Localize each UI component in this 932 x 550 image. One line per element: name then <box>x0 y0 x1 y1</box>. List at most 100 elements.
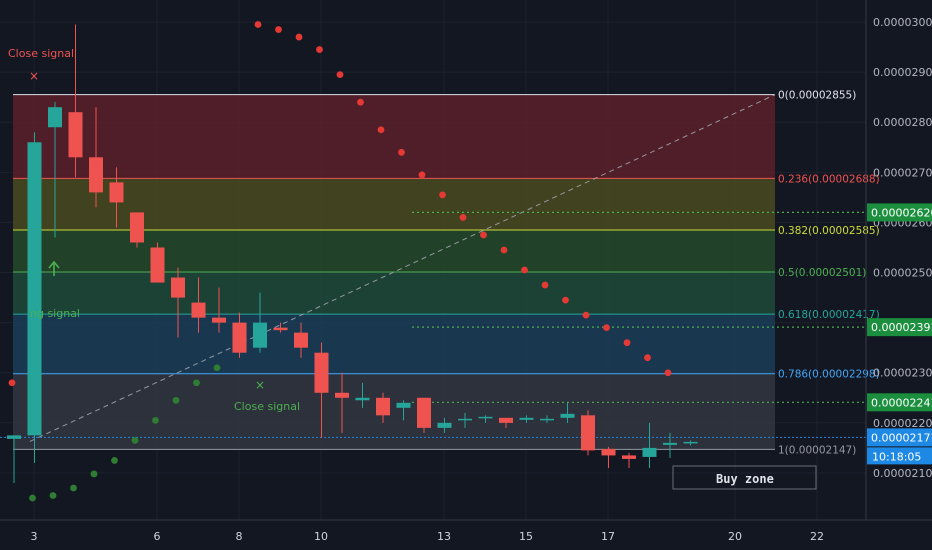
time-tag-label: 10:18:05 <box>872 450 921 463</box>
fib-level-label: 0.236(0.00002688) <box>778 173 880 185</box>
sar-dot <box>418 171 426 179</box>
sar-dot <box>480 231 487 239</box>
buy-zone-label: Buy zone <box>716 472 774 486</box>
fib-zone <box>13 229 775 273</box>
candle-body[interactable] <box>519 417 534 420</box>
candle-body[interactable] <box>273 327 288 331</box>
sar-dot <box>603 324 610 332</box>
time-tick-label: 22 <box>810 530 824 543</box>
candle-body[interactable] <box>48 107 62 128</box>
time-tick-label: 3 <box>31 530 38 543</box>
time-tick-label: 6 <box>154 530 161 543</box>
time-tick-label: 20 <box>728 530 742 543</box>
candle-body[interactable] <box>130 212 144 243</box>
price-tags: 0.00002620 0.00002391 0.00002241 0.00002171… <box>867 203 932 465</box>
fib-level-label: 0(0.00002855) <box>778 90 856 102</box>
sar-dot <box>295 33 303 41</box>
candle-body[interactable] <box>150 247 165 283</box>
candlestick-series[interactable] <box>7 24 698 483</box>
fib-zone <box>13 373 775 450</box>
candle-body[interactable] <box>478 416 493 419</box>
time-tick-label: 17 <box>601 530 615 543</box>
sar-dot <box>111 457 118 464</box>
price-tag-label: 0.00002620 <box>871 206 932 219</box>
candle-body[interactable] <box>601 448 616 456</box>
price-tag-label: 0.00002171 <box>871 431 932 444</box>
sar-dot <box>357 98 364 106</box>
long-signal-arrow-icon <box>48 260 60 276</box>
price-tick-label: 0.00002100 <box>873 467 932 480</box>
candle-body[interactable] <box>642 447 657 457</box>
candle-body[interactable] <box>622 455 636 459</box>
candle-body[interactable] <box>376 397 390 416</box>
parabolic-sar-series <box>8 21 672 502</box>
sar-dot <box>254 21 262 28</box>
candle-body[interactable] <box>253 322 267 348</box>
sar-dot <box>336 71 344 79</box>
candle-body[interactable] <box>171 277 185 298</box>
candle-body[interactable] <box>560 413 575 418</box>
candle-body[interactable] <box>458 418 472 421</box>
time-tick-label: 8 <box>236 530 243 543</box>
price-tag-box <box>867 318 932 337</box>
sar-dot <box>8 379 16 387</box>
fibonacci-retracement[interactable]: 0(0.00002855) 0.236(0.00002688) 0.382(0.00… <box>13 90 880 457</box>
candle-body[interactable] <box>89 157 103 193</box>
price-tag-box <box>867 428 932 447</box>
time-tag-box <box>867 447 932 465</box>
candle-body[interactable] <box>191 302 206 318</box>
close-signal-mid-marker: × <box>255 378 265 392</box>
candle-body[interactable] <box>540 418 554 421</box>
candle-body[interactable] <box>335 392 349 398</box>
candle-body[interactable] <box>396 402 411 408</box>
candle-body[interactable] <box>27 142 42 436</box>
candle-body[interactable] <box>294 332 308 348</box>
dotted-price-lines <box>0 211 866 438</box>
candle-body[interactable] <box>683 441 698 444</box>
fib-level-label: 1(0.00002147) <box>778 444 856 456</box>
price-tag-label: 0.00002391 <box>871 321 932 334</box>
sar-dot <box>152 416 159 424</box>
fib-trend-line <box>29 94 776 442</box>
candle-body[interactable] <box>499 417 513 423</box>
candle-body[interactable] <box>232 322 247 353</box>
sar-dot <box>49 492 57 499</box>
candle-body[interactable] <box>68 112 83 158</box>
sar-dot <box>541 281 549 289</box>
candle-body[interactable] <box>417 397 431 428</box>
time-axis[interactable]: 3 6 8 10 13 15 17 20 22 <box>0 519 932 543</box>
sar-dot <box>213 364 221 372</box>
time-tick-label: 13 <box>437 530 451 543</box>
close-signal-top-marker: × <box>29 69 39 83</box>
signal-annotations: Close signal × ng signal × Close signal Buy z… <box>8 47 817 490</box>
fib-level-label: 0.382(0.00002585) <box>778 225 880 237</box>
sar-dot <box>664 369 672 377</box>
sar-dot <box>172 396 180 404</box>
candle-body[interactable] <box>355 397 370 401</box>
candle-body[interactable] <box>581 415 595 451</box>
candle-body[interactable] <box>314 352 329 393</box>
fib-zone <box>13 94 775 179</box>
close-signal-mid-label: Close signal <box>234 400 300 413</box>
candle-body[interactable] <box>437 422 452 428</box>
candle-body[interactable] <box>109 182 124 203</box>
candle-body[interactable] <box>7 435 21 439</box>
sar-dot <box>377 126 385 134</box>
fib-zone <box>13 272 775 315</box>
fib-level-label: 0.5(0.00002501) <box>778 267 866 279</box>
candle-body[interactable] <box>212 317 226 323</box>
time-tick-label: 10 <box>314 530 328 543</box>
price-tag-box <box>867 393 932 412</box>
fib-level-label: 0.786(0.00002298) <box>778 369 880 381</box>
price-tag-label: 0.00002241 <box>871 396 932 409</box>
sar-dot <box>562 296 569 304</box>
long-signal-label: ng signal <box>30 307 80 320</box>
candle-body[interactable] <box>663 442 677 445</box>
sar-dot <box>275 26 282 33</box>
sar-dot <box>29 494 36 502</box>
